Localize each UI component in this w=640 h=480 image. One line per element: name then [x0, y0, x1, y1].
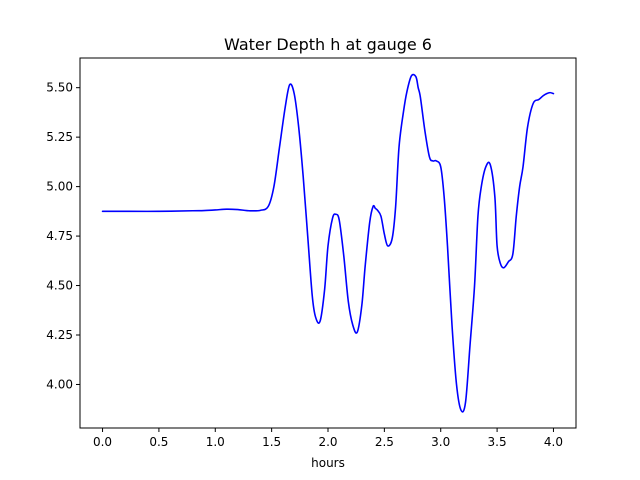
- series-line-0: [101, 73, 555, 413]
- x-axis-title: hours: [311, 456, 345, 470]
- x-tick-label: 2.0: [318, 435, 337, 449]
- x-tick-label: 2.5: [375, 435, 394, 449]
- plot-area: [101, 73, 555, 413]
- x-tick-label: 0.5: [149, 435, 168, 449]
- y-tick-label: 4.25: [46, 328, 73, 342]
- y-tick-label: 4.00: [46, 377, 73, 391]
- x-tick-label: 1.5: [262, 435, 281, 449]
- x-tick-label: 3.5: [488, 435, 507, 449]
- y-tick-label: 5.25: [46, 130, 73, 144]
- x-tick-label: 1.0: [206, 435, 225, 449]
- x-tick-label: 0.0: [93, 435, 112, 449]
- chart-title: Water Depth h at gauge 6: [224, 35, 432, 54]
- y-tick-label: 4.50: [46, 279, 73, 293]
- y-tick-label: 5.50: [46, 81, 73, 95]
- x-tick-label: 3.0: [431, 435, 450, 449]
- x-axis: 0.0 0.5 1.0 1.5 2.0 2.5 3.0 3.5 4.0: [93, 428, 563, 449]
- x-tick-label: 4.0: [544, 435, 563, 449]
- y-tick-label: 5.00: [46, 180, 73, 194]
- y-tick-label: 4.75: [46, 229, 73, 243]
- y-axis: 4.00 4.25 4.50 4.75 5.00 5.25 5.50: [46, 81, 80, 391]
